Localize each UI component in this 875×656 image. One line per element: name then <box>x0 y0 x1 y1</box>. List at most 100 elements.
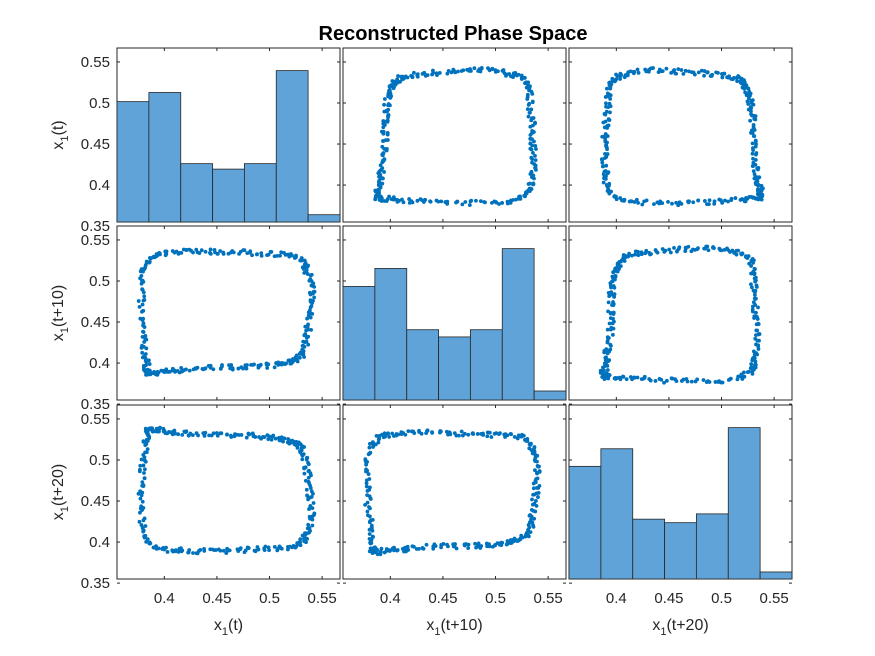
scatter-point <box>190 433 195 438</box>
scatter-point <box>750 285 754 290</box>
scatter-point <box>307 290 312 295</box>
y-tick-label: 0.35 <box>81 218 110 235</box>
scatter-point <box>640 202 645 207</box>
scatter-point <box>712 201 717 206</box>
scatter-point <box>181 247 186 252</box>
scatter-point <box>401 200 406 205</box>
scatter-point <box>490 67 495 71</box>
scatter-point <box>373 550 378 555</box>
scatter-point <box>754 328 759 333</box>
scatter-point <box>373 197 378 202</box>
scatter-point <box>302 355 306 359</box>
scatter-point <box>282 251 286 255</box>
scatter-point <box>707 202 711 207</box>
scatter-point <box>534 147 538 151</box>
scatter-point <box>529 118 534 123</box>
scatter-point <box>144 372 148 377</box>
scatter-point <box>500 68 505 73</box>
scatter-point <box>508 200 513 205</box>
scatter-point <box>140 480 145 484</box>
scatter-point <box>734 252 739 257</box>
panel-r1-c3 <box>568 47 793 227</box>
histogram-bar <box>212 168 245 223</box>
x-tick-label: 0.45 <box>428 590 457 607</box>
scatter-point <box>751 300 756 305</box>
scatter-point <box>258 362 263 367</box>
scatter-point <box>534 453 539 458</box>
scatter-point <box>460 433 465 438</box>
scatter-point <box>603 375 607 379</box>
scatter-point <box>610 279 614 284</box>
scatter-point <box>144 539 149 544</box>
scatter-point <box>379 199 384 203</box>
scatter-point <box>428 199 432 204</box>
scatter-point <box>304 531 309 536</box>
scatter-point <box>751 169 756 174</box>
scatter-point <box>405 75 410 80</box>
scatter-point <box>632 200 637 204</box>
scatter-point <box>604 347 609 352</box>
scatter-point <box>604 101 608 106</box>
scatter-point <box>142 471 146 475</box>
scatter-point <box>733 196 738 200</box>
scatter-point <box>407 197 412 201</box>
scatter-point <box>709 74 714 78</box>
scatter-point <box>378 172 383 177</box>
scatter-point <box>530 497 534 502</box>
scatter-point <box>753 290 757 295</box>
scatter-point <box>627 199 632 204</box>
scatter-point <box>187 368 192 373</box>
scatter-point <box>753 139 758 144</box>
scatter-point <box>484 541 489 546</box>
scatter-point <box>705 70 710 75</box>
scatter-point <box>527 442 532 447</box>
scatter-point <box>396 74 400 78</box>
scatter-point <box>170 548 175 553</box>
histogram-bar <box>632 518 666 580</box>
scatter-point <box>610 303 614 307</box>
scatter-point <box>613 273 618 278</box>
scatter-point <box>750 371 755 376</box>
histogram-bar <box>116 101 150 223</box>
scatter-point <box>417 546 421 551</box>
scatter-point <box>152 369 157 374</box>
scatter-point <box>530 157 535 162</box>
scatter-point <box>660 201 665 206</box>
scatter-point <box>384 199 389 204</box>
scatter-point <box>531 486 536 491</box>
scatter-point <box>434 198 439 203</box>
scatter-point <box>749 112 753 116</box>
scatter-point <box>366 452 371 457</box>
scatter-point <box>401 76 406 81</box>
scatter-point <box>189 248 193 253</box>
scatter-point <box>754 142 758 147</box>
scatter-point <box>606 105 611 110</box>
x-tick-label: 0.55 <box>760 590 789 607</box>
scatter-point <box>143 524 148 528</box>
scatter-point <box>610 321 615 326</box>
scatter-point <box>529 517 533 522</box>
scatter-point <box>621 198 626 203</box>
scatter-point <box>140 350 145 355</box>
scatter-point <box>729 196 734 201</box>
x-tick-label: 0.4 <box>380 590 401 607</box>
scatter-point <box>379 129 384 134</box>
scatter-point <box>533 144 538 148</box>
scatter-point <box>438 429 443 433</box>
y-tick-label: 0.4 <box>89 534 110 551</box>
scatter-point <box>755 317 760 321</box>
scatter-point <box>374 433 379 438</box>
scatter-point <box>225 432 229 437</box>
scatter-point <box>745 256 750 260</box>
scatter-point <box>498 431 502 436</box>
panel-r3-c2 <box>342 404 567 584</box>
scatter-point <box>752 172 757 177</box>
scatter-point <box>532 139 536 144</box>
histogram-bar <box>438 336 471 401</box>
scatter-point <box>262 546 267 551</box>
scatter-point <box>636 201 640 205</box>
scatter-point <box>298 540 303 545</box>
scatter-point <box>444 429 449 434</box>
scatter-point <box>410 74 415 79</box>
scatter-point <box>667 247 672 252</box>
